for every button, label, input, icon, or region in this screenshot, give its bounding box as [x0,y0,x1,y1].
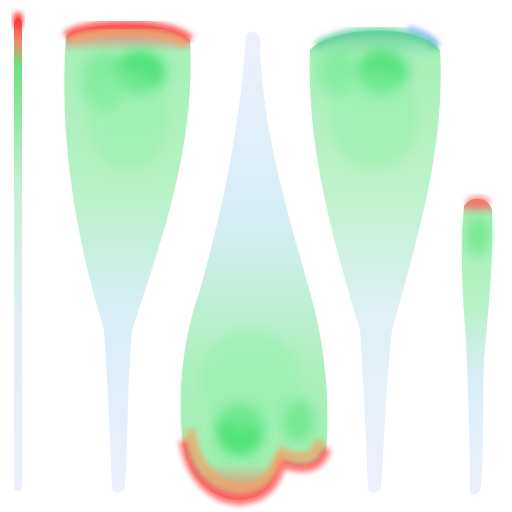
large-petal-left [62,20,194,493]
small-petal-right [461,196,493,495]
thin-stalk-left [13,12,23,491]
large-petal-center [179,31,331,506]
large-petal-right [309,25,441,493]
